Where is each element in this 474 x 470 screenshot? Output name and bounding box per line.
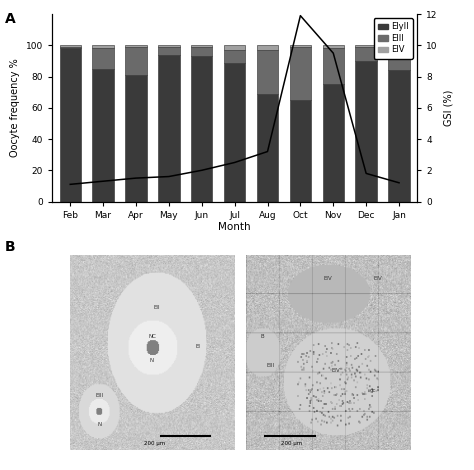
Bar bbox=[158, 55, 180, 202]
Bar bbox=[125, 75, 146, 202]
Bar bbox=[92, 69, 114, 202]
Bar bbox=[224, 45, 246, 50]
Bar bbox=[323, 45, 344, 48]
Bar bbox=[323, 48, 344, 85]
Bar bbox=[191, 47, 212, 56]
Bar bbox=[388, 56, 410, 70]
Bar bbox=[257, 94, 278, 202]
Legend: ElyII, EIII, EIV: ElyII, EIII, EIV bbox=[374, 18, 413, 59]
Bar bbox=[158, 47, 180, 55]
Bar bbox=[60, 48, 81, 202]
Bar bbox=[290, 47, 311, 100]
Bar bbox=[60, 47, 81, 48]
Bar bbox=[92, 48, 114, 69]
Bar bbox=[191, 56, 212, 202]
Y-axis label: Oocyte frequency %: Oocyte frequency % bbox=[10, 58, 20, 157]
Bar bbox=[356, 61, 377, 202]
Bar bbox=[290, 45, 311, 47]
Bar bbox=[125, 47, 146, 75]
Bar bbox=[388, 70, 410, 202]
Bar bbox=[92, 45, 114, 48]
Text: B: B bbox=[5, 240, 15, 254]
Bar bbox=[60, 45, 81, 47]
Bar bbox=[125, 45, 146, 47]
Bar bbox=[356, 45, 377, 47]
Bar bbox=[224, 63, 246, 202]
Bar bbox=[257, 45, 278, 50]
X-axis label: Month: Month bbox=[219, 222, 251, 232]
Bar bbox=[257, 50, 278, 94]
Bar bbox=[191, 45, 212, 47]
Bar bbox=[356, 47, 377, 61]
Bar bbox=[290, 100, 311, 202]
Text: A: A bbox=[5, 12, 16, 26]
Bar bbox=[224, 50, 246, 63]
Bar bbox=[323, 85, 344, 202]
Bar bbox=[158, 45, 180, 47]
Y-axis label: GSI (%): GSI (%) bbox=[443, 90, 453, 126]
Bar bbox=[388, 45, 410, 56]
